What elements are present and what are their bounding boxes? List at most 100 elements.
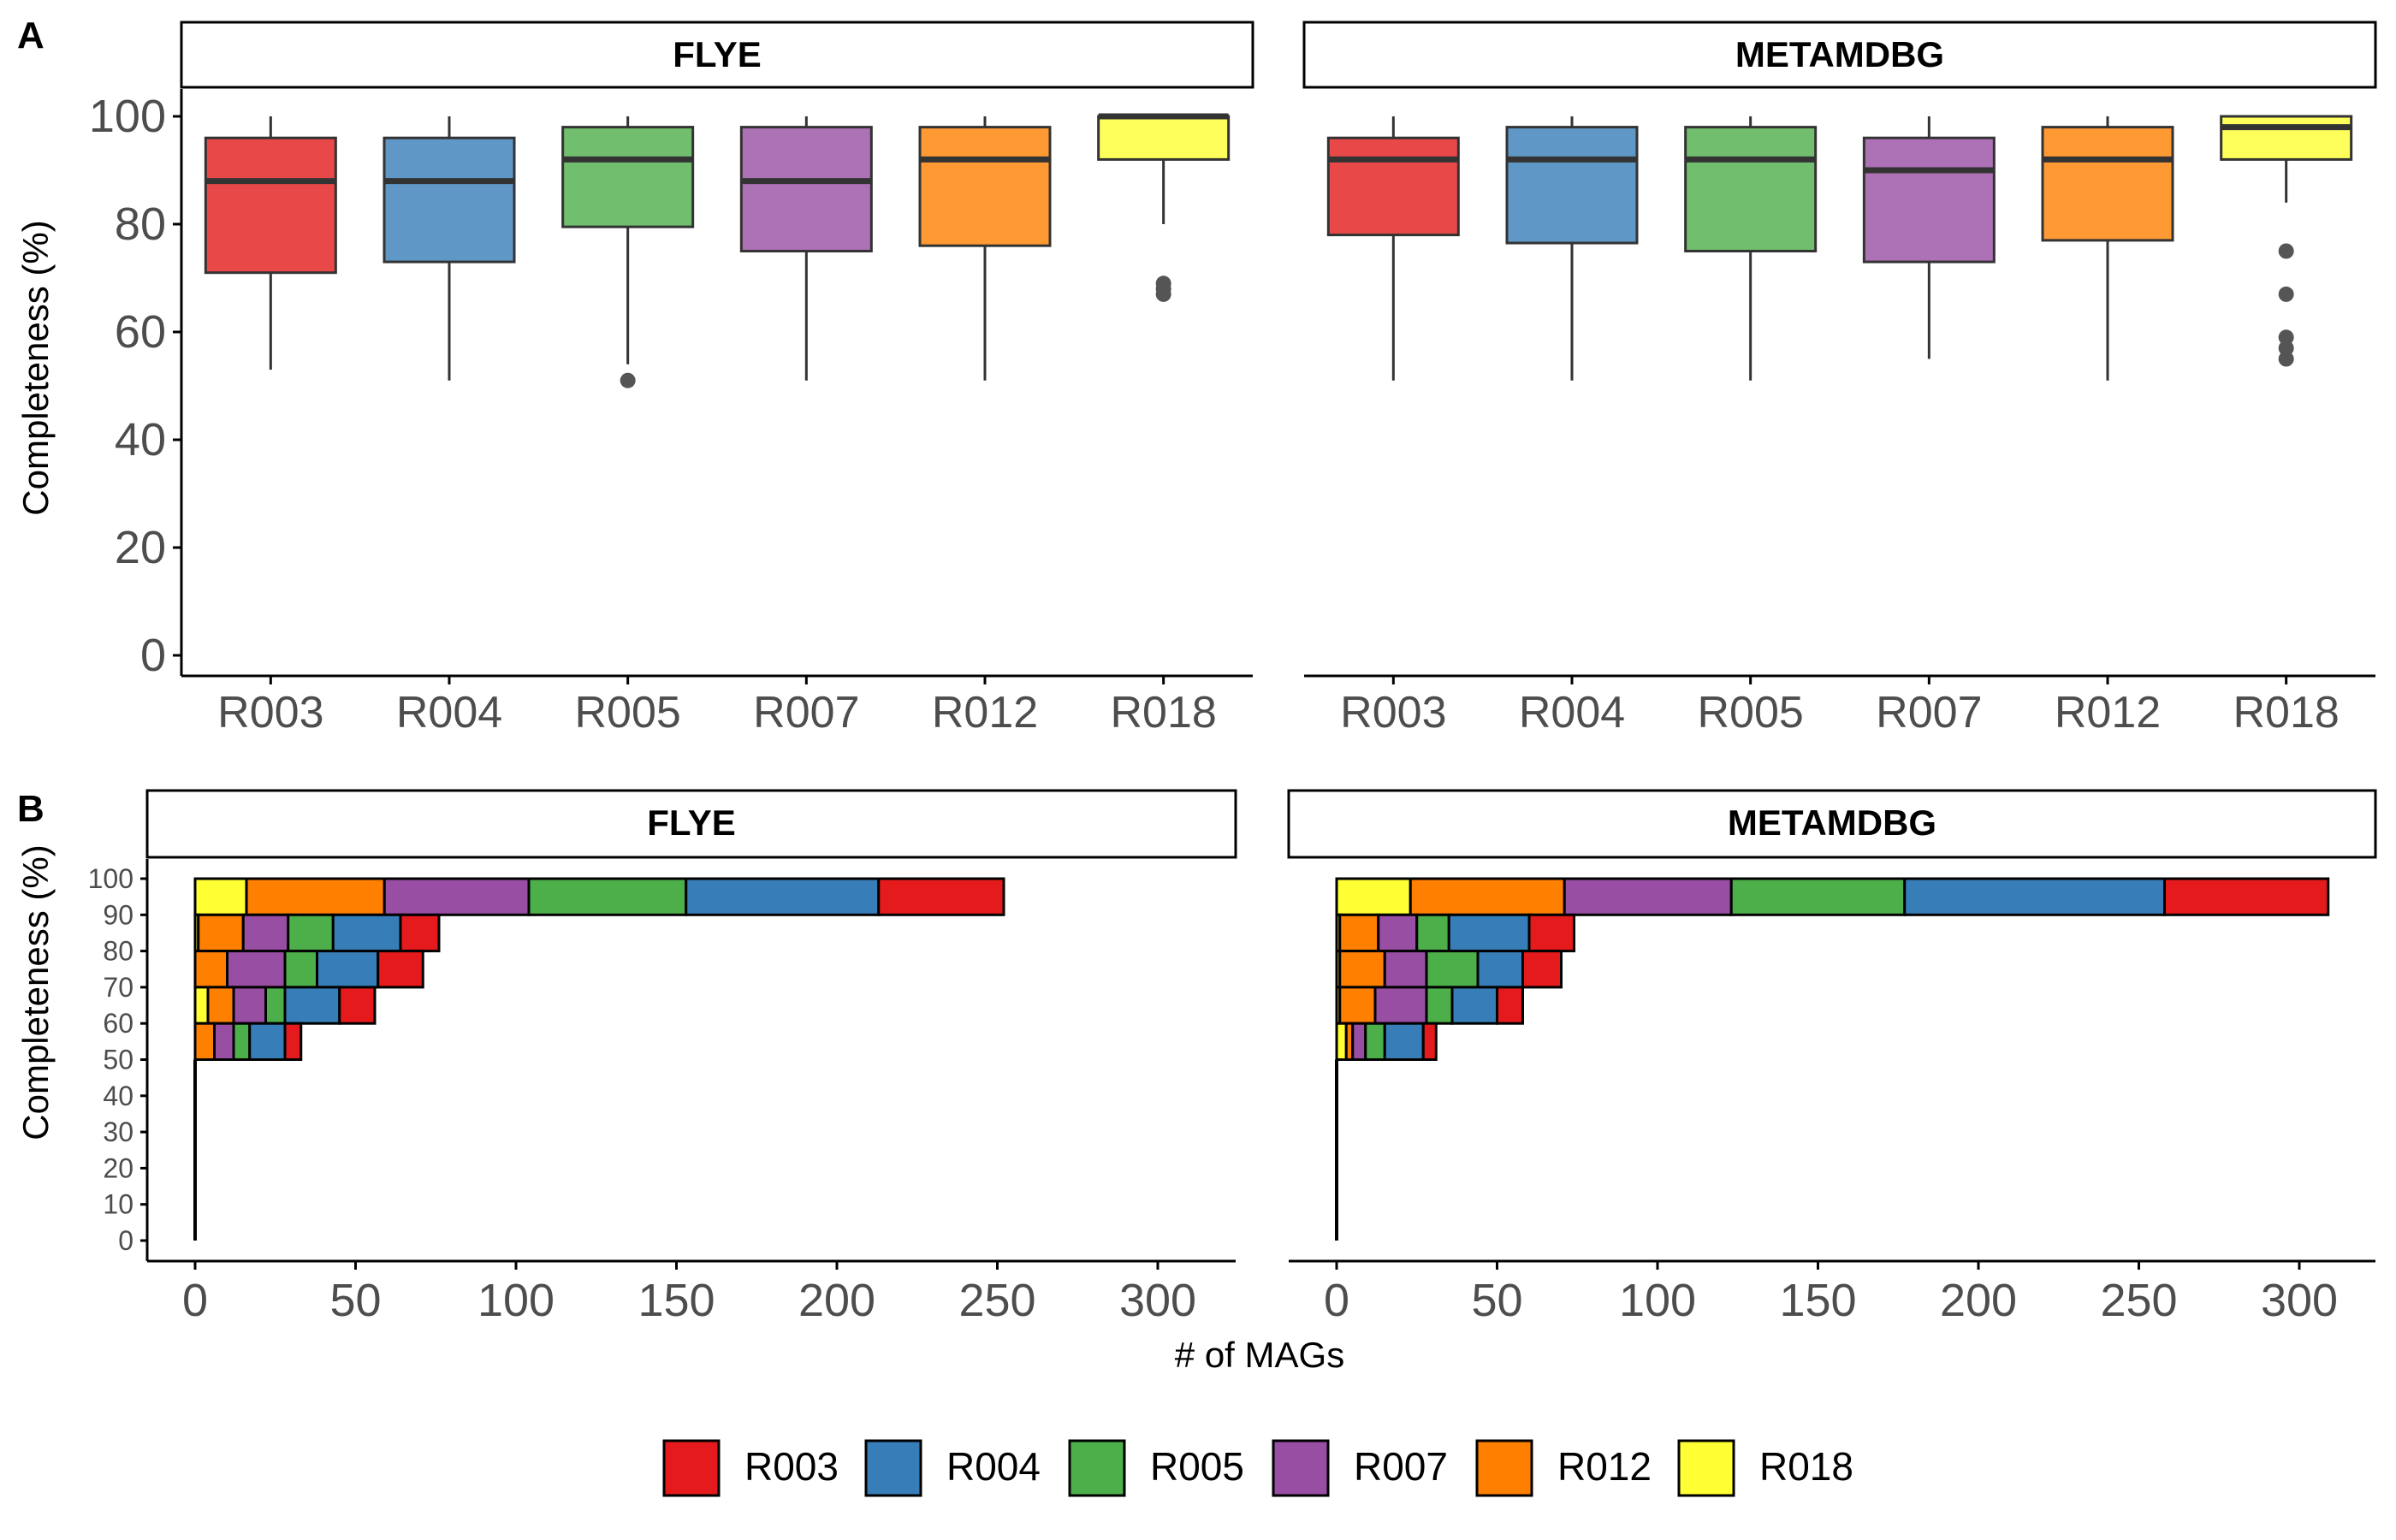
panel-a-x-tick-label-flye-r012: R012	[932, 688, 1038, 737]
bar-segment-metamdbg-80-r007	[1377, 913, 1419, 953]
bar-segment-flye-70-r007	[226, 950, 287, 989]
legend-label-r007: R007	[1354, 1444, 1448, 1489]
bar-segment-flye-90-r018	[193, 877, 248, 916]
bar-segment-metamdbg-70-r003	[1521, 950, 1563, 989]
bar-segment-metamdbg-50-r004	[1383, 1022, 1425, 1061]
box-flye-r005	[561, 126, 695, 228]
legend-swatch-r004	[864, 1439, 922, 1497]
bar-segment-flye-60-r018	[193, 986, 210, 1025]
panel-a-x-tick-label-metamdbg-r012: R012	[2055, 688, 2161, 737]
box-flye-r018	[1097, 115, 1231, 161]
bar-segment-metamdbg-60-r004	[1450, 986, 1498, 1025]
outlier-metamdbg-r018	[2278, 286, 2294, 302]
bar-segment-metamdbg-90-r018	[1335, 877, 1412, 916]
bar-segment-metamdbg-90-r007	[1563, 877, 1733, 916]
outlier-metamdbg-r018	[2278, 329, 2294, 346]
bar-segment-flye-60-r004	[283, 986, 341, 1025]
legend-swatch-r018	[1677, 1439, 1735, 1497]
bar-segment-flye-50-r004	[248, 1022, 287, 1061]
panel-a-x-tick-label-metamdbg-r018: R018	[2233, 688, 2340, 737]
panel-b-x-tick-label-flye: 250	[958, 1275, 1035, 1326]
bar-segment-flye-80-r003	[399, 913, 441, 953]
panel-b-y-tick-label: 100	[88, 863, 133, 894]
box-metamdbg-r018	[2220, 115, 2353, 161]
panel-b-stacked-bars: FLYE 0 10 20 30 40 50 60 70 80 90 100 0 50 100 150 200 25…	[88, 789, 2377, 1326]
legend-swatch-r012	[1475, 1439, 1533, 1497]
panel-b-x-tick-label-metamdbg: 100	[1619, 1275, 1696, 1326]
legend-label-r005: R005	[1150, 1444, 1244, 1489]
bar-segment-metamdbg-50-r003	[1421, 1022, 1438, 1061]
panel-b-y-tick-label: 90	[103, 899, 133, 930]
outlier-metamdbg-r018	[2278, 340, 2294, 356]
outlier-flye-r018	[1155, 286, 1171, 302]
bar-segment-flye-60-r003	[338, 986, 377, 1025]
panel-a-y-tick-label: 80	[115, 198, 166, 250]
bar-segment-metamdbg-60-r005	[1425, 986, 1454, 1025]
legend-label-r004: R004	[946, 1444, 1041, 1489]
panel-b-x-tick-label-flye: 300	[1119, 1275, 1196, 1326]
panel-b-y-tick-label: 50	[103, 1045, 133, 1075]
outlier-flye-r005	[620, 372, 636, 388]
panel-a-x-tick-label-metamdbg-r005: R005	[1698, 688, 1804, 737]
panel-a-x-tick-label-metamdbg-r007: R007	[1876, 688, 1982, 737]
box-flye-r012	[918, 126, 1052, 247]
panel-a-x-tick-label-flye-r005: R005	[575, 688, 681, 737]
panel-a-strip-metamdbg	[1302, 21, 2377, 89]
bar-segment-metamdbg-90-r005	[1729, 877, 1907, 916]
panel-a-x-tick-label-flye-r007: R007	[753, 688, 859, 737]
bar-segment-flye-80-r005	[287, 913, 335, 953]
bar-segment-flye-70-r005	[283, 950, 318, 989]
panel-b-strip-title-flye: FLYE	[647, 803, 735, 843]
bar-segment-flye-50-r003	[283, 1022, 303, 1061]
panel-a-y-tick-label: 60	[115, 306, 166, 358]
bar-segment-flye-50-r007	[213, 1022, 235, 1061]
panel-b-y-tick-label: 20	[103, 1152, 133, 1183]
bar-segment-flye-90-r005	[527, 877, 688, 916]
bar-segment-metamdbg-80-r012	[1338, 913, 1380, 953]
bar-segment-flye-70-r004	[316, 950, 380, 989]
box-flye-r003	[204, 136, 337, 275]
panel-a-y-tick-label: 40	[115, 414, 166, 465]
panel-b-x-tick-label-flye: 100	[477, 1275, 555, 1326]
bar-segment-flye-90-r003	[877, 877, 1005, 916]
bar-segment-metamdbg-70-r004	[1476, 950, 1524, 989]
bar-segment-metamdbg-80-r005	[1415, 913, 1450, 953]
panel-b-x-tick-label-metamdbg: 200	[1940, 1275, 2017, 1326]
bar-segment-metamdbg-70-r007	[1383, 950, 1428, 989]
panel-a-x-tick-label-metamdbg-r004: R004	[1519, 688, 1625, 737]
panel-b-y-tick-label: 0	[118, 1225, 133, 1256]
bar-segment-metamdbg-60-r003	[1496, 986, 1524, 1025]
panel-b-x-tick-label-metamdbg: 150	[1779, 1275, 1856, 1326]
panel-b-y-tick-label: 60	[103, 1008, 133, 1039]
panel-b-x-tick-label-flye: 50	[329, 1275, 381, 1326]
box-flye-r007	[739, 126, 873, 252]
bar-segment-flye-60-r012	[206, 986, 235, 1025]
bar-segment-metamdbg-50-r007	[1351, 1022, 1367, 1061]
bar-segment-flye-90-r012	[245, 877, 386, 916]
legend-label-r012: R012	[1557, 1444, 1652, 1489]
panel-b-strip-title-metamdbg: METAMDBG	[1728, 803, 1936, 843]
bar-segment-metamdbg-80-r004	[1447, 913, 1531, 953]
bar-segment-flye-80-r004	[331, 913, 402, 953]
bar-segment-metamdbg-70-r012	[1338, 950, 1386, 989]
bar-segment-metamdbg-90-r012	[1409, 877, 1566, 916]
panel-b-x-tick-label-metamdbg: 0	[1324, 1275, 1349, 1326]
box-metamdbg-r007	[1862, 136, 1996, 264]
panel-b-y-tick-label: 10	[103, 1189, 133, 1220]
panel-a-y-tick-label: 0	[140, 630, 166, 681]
panel-a-y-tick-label: 20	[115, 522, 166, 573]
legend-swatch-r003	[662, 1439, 721, 1497]
legend-label-r018: R018	[1759, 1444, 1853, 1489]
bar-segment-flye-90-r004	[685, 877, 881, 916]
panel-b-y-tick-label: 30	[103, 1116, 133, 1147]
panel-b-y-tick-label: 80	[103, 936, 133, 967]
panel-a-x-tick-label-flye-r003: R003	[217, 688, 323, 737]
legend-swatch-r007	[1272, 1439, 1330, 1497]
panel-b-x-axis-title: # of MAGs	[1175, 1335, 1344, 1375]
panel-b-y-tick-label: 70	[103, 972, 133, 1003]
panel-b-y-axis-title: Completeness (%)	[15, 844, 56, 1140]
bar-segment-metamdbg-60-r007	[1373, 986, 1428, 1025]
panel-a-strip-title-flye: FLYE	[673, 34, 761, 74]
panel-b-x-tick-label-metamdbg: 300	[2261, 1275, 2338, 1326]
